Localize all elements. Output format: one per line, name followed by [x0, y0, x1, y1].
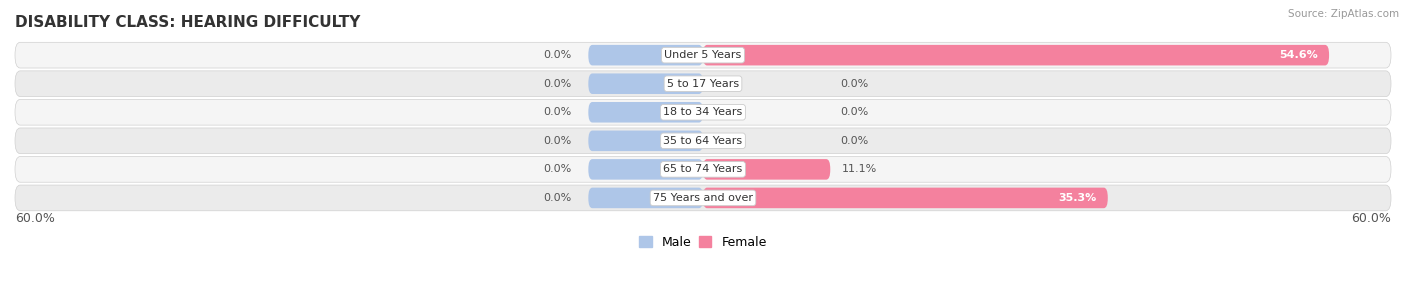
Text: 5 to 17 Years: 5 to 17 Years	[666, 79, 740, 89]
FancyBboxPatch shape	[15, 185, 1391, 211]
Text: 65 to 74 Years: 65 to 74 Years	[664, 164, 742, 174]
Text: 18 to 34 Years: 18 to 34 Years	[664, 107, 742, 117]
FancyBboxPatch shape	[588, 188, 703, 208]
Text: 0.0%: 0.0%	[543, 79, 571, 89]
FancyBboxPatch shape	[15, 71, 1391, 97]
Text: 60.0%: 60.0%	[15, 212, 55, 225]
Text: Source: ZipAtlas.com: Source: ZipAtlas.com	[1288, 9, 1399, 19]
FancyBboxPatch shape	[588, 102, 703, 123]
Text: Under 5 Years: Under 5 Years	[665, 50, 741, 60]
Text: 0.0%: 0.0%	[543, 136, 571, 146]
Text: 75 Years and over: 75 Years and over	[652, 193, 754, 203]
FancyBboxPatch shape	[15, 128, 1391, 154]
FancyBboxPatch shape	[588, 131, 703, 151]
Text: DISABILITY CLASS: HEARING DIFFICULTY: DISABILITY CLASS: HEARING DIFFICULTY	[15, 15, 360, 30]
Text: 35 to 64 Years: 35 to 64 Years	[664, 136, 742, 146]
Text: 0.0%: 0.0%	[543, 107, 571, 117]
FancyBboxPatch shape	[15, 156, 1391, 182]
Text: 11.1%: 11.1%	[842, 164, 877, 174]
Text: 0.0%: 0.0%	[841, 136, 869, 146]
FancyBboxPatch shape	[703, 188, 1108, 208]
Text: 0.0%: 0.0%	[543, 50, 571, 60]
FancyBboxPatch shape	[15, 99, 1391, 125]
FancyBboxPatch shape	[15, 42, 1391, 68]
Text: 35.3%: 35.3%	[1059, 193, 1097, 203]
FancyBboxPatch shape	[588, 159, 703, 180]
Text: 0.0%: 0.0%	[543, 193, 571, 203]
Text: 60.0%: 60.0%	[1351, 212, 1391, 225]
FancyBboxPatch shape	[588, 45, 703, 66]
FancyBboxPatch shape	[703, 159, 831, 180]
Text: 54.6%: 54.6%	[1279, 50, 1317, 60]
Text: 0.0%: 0.0%	[841, 79, 869, 89]
FancyBboxPatch shape	[588, 74, 703, 94]
FancyBboxPatch shape	[703, 45, 1329, 66]
Text: 0.0%: 0.0%	[543, 164, 571, 174]
Legend: Male, Female: Male, Female	[634, 231, 772, 254]
Text: 0.0%: 0.0%	[841, 107, 869, 117]
